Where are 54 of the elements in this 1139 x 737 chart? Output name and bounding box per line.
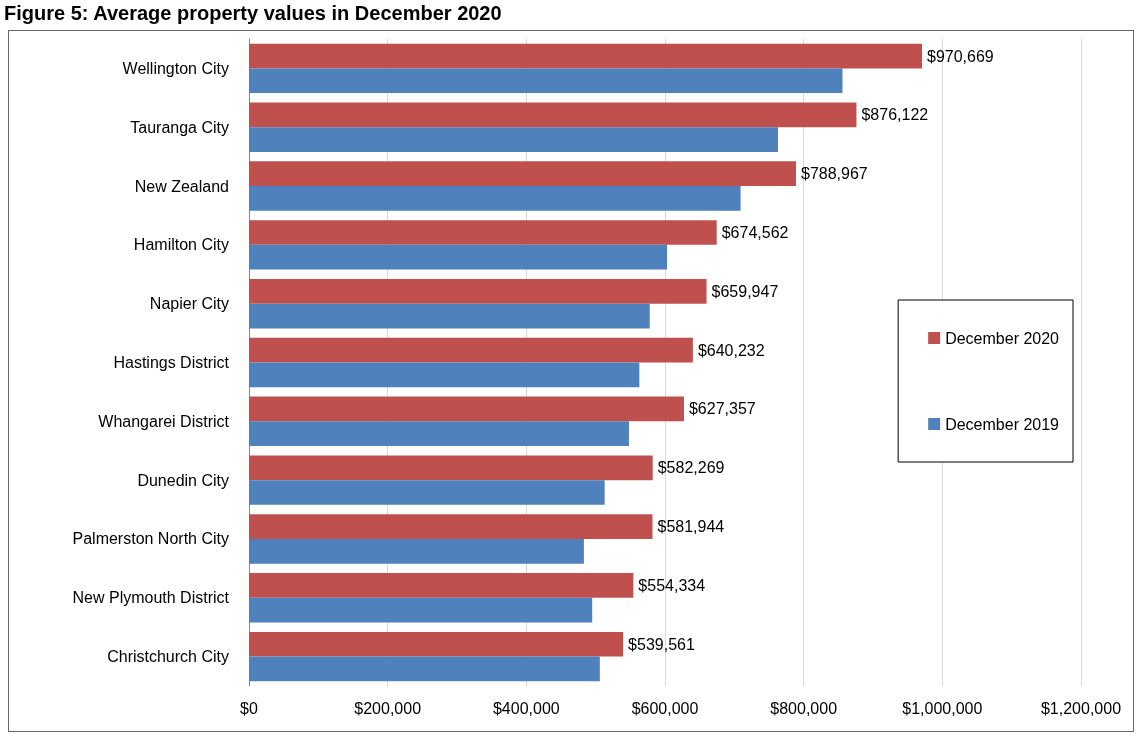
legend-label: December 2019: [945, 415, 1060, 433]
bar: [249, 186, 741, 211]
y-tick-label: Christchurch City: [107, 648, 229, 666]
bar: [249, 278, 707, 304]
y-tick-label: Hamilton City: [133, 236, 229, 254]
bar: [249, 161, 797, 187]
bar: [249, 244, 668, 270]
bar: [249, 421, 629, 447]
y-tick-label: Tauranga City: [130, 118, 229, 136]
y-tick-label: Palmerston North City: [72, 530, 229, 548]
x-tick-label: $1,200,000: [1040, 699, 1122, 717]
bar: [249, 303, 650, 329]
y-tick-label: Hastings District: [113, 354, 230, 371]
data-label: $788,967: [801, 165, 868, 183]
bar: [249, 656, 600, 682]
data-label: $674,562: [721, 224, 789, 242]
y-tick-label: New Zealand: [134, 177, 229, 195]
bar: [249, 220, 717, 245]
data-label: $582,269: [657, 459, 725, 477]
x-tick-label: $200,000: [354, 699, 422, 717]
data-label: $640,232: [697, 341, 765, 359]
bar: [249, 480, 605, 505]
bar: [249, 43, 922, 69]
bar: [249, 102, 857, 128]
data-label: $876,122: [861, 106, 929, 124]
data-label: $970,669: [927, 47, 994, 65]
data-label: $627,357: [688, 400, 756, 418]
bar: [249, 337, 693, 363]
y-tick-label: Wellington City: [122, 59, 229, 77]
bar: [249, 631, 624, 657]
x-tick-label: $600,000: [631, 699, 699, 717]
legend-label: December 2020: [945, 329, 1060, 347]
chart-title: Figure 5: Average property values in December 2020: [4, 2, 503, 26]
y-tick-label: Napier City: [149, 295, 229, 313]
x-tick-label: $400,000: [492, 699, 560, 717]
x-tick-label: $800,000: [770, 699, 838, 717]
bar: [249, 455, 653, 481]
bar: [249, 597, 593, 623]
y-tick-label: New Plymouth District: [72, 589, 230, 607]
y-tick-label: Whangarei District: [98, 412, 230, 430]
bar: [249, 68, 843, 94]
bar: [249, 538, 584, 564]
x-tick-label: $0: [240, 699, 258, 717]
y-tick-label: Dunedin City: [137, 471, 229, 489]
bar: [249, 514, 653, 539]
bar: [249, 127, 779, 152]
bar: [249, 573, 634, 598]
data-label: $554,334: [638, 576, 706, 594]
data-label: $659,947: [711, 282, 779, 300]
data-label: $539,561: [628, 635, 695, 653]
bar: [249, 396, 684, 422]
x-tick-label: $1,000,000: [902, 699, 983, 717]
bar: [249, 362, 640, 388]
data-label: $581,944: [657, 518, 725, 536]
